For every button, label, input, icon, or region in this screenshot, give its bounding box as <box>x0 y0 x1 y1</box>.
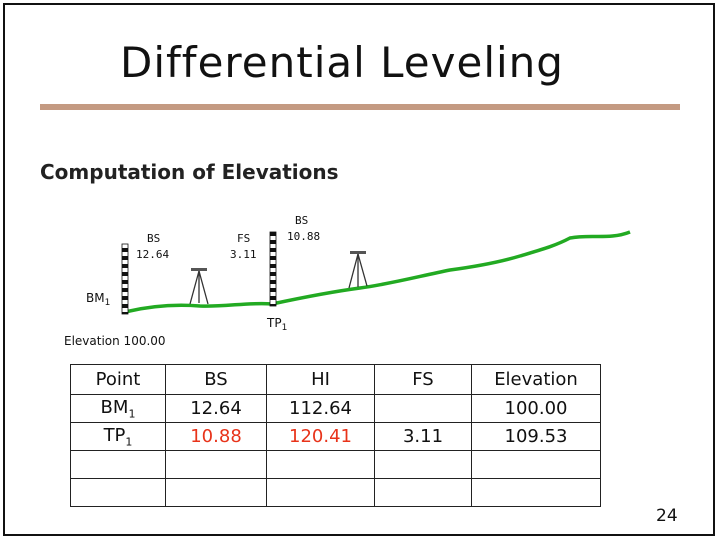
bs2-label: BS <box>295 214 308 227</box>
table-header-row: Point BS HI FS Elevation <box>70 364 601 395</box>
table-row: BM1 12.64 112.64 100.00 <box>70 394 601 423</box>
cell-bs <box>165 450 267 479</box>
bm-label: BM1 <box>86 291 110 308</box>
cell-hi: 112.64 <box>266 394 375 423</box>
cell-point <box>70 450 166 479</box>
cell-fs <box>374 450 472 479</box>
cell-hi <box>266 478 375 507</box>
cell-point: TP1 <box>70 422 166 451</box>
cell-hi <box>266 450 375 479</box>
table-row: TP1 10.88 120.41 3.11 109.53 <box>70 422 601 451</box>
cell-point <box>70 478 166 507</box>
cell-bs: 10.88 <box>165 422 267 451</box>
tp-label: TP1 <box>266 316 287 333</box>
title-underline <box>40 104 680 110</box>
cell-fs <box>374 394 472 423</box>
bs1-value: 12.64 <box>136 248 169 261</box>
cell-elevation <box>471 478 601 507</box>
rod-tp1 <box>269 231 277 307</box>
slide-title: Differential Leveling <box>120 38 564 87</box>
header-point: Point <box>70 364 166 395</box>
cell-elevation <box>471 450 601 479</box>
cell-bs <box>165 478 267 507</box>
header-hi: HI <box>266 364 375 395</box>
cell-elevation: 109.53 <box>471 422 601 451</box>
fs1-value: 3.11 <box>230 248 257 261</box>
table-row <box>70 450 601 479</box>
bs1-label: BS <box>147 232 160 245</box>
level-instrument-1 <box>189 268 209 305</box>
header-bs: BS <box>165 364 267 395</box>
rod-bm1 <box>121 243 129 315</box>
table-row <box>70 478 601 507</box>
page-number: 24 <box>656 506 678 526</box>
elevation-label: Elevation 100.00 <box>64 334 166 348</box>
cell-point: BM1 <box>70 394 166 423</box>
bs2-value: 10.88 <box>287 230 320 243</box>
cell-fs: 3.11 <box>374 422 472 451</box>
level-instrument-2 <box>348 251 368 289</box>
cell-fs <box>374 478 472 507</box>
header-elevation: Elevation <box>471 364 601 395</box>
ground-line <box>124 230 631 314</box>
header-fs: FS <box>374 364 472 395</box>
cell-bs: 12.64 <box>165 394 267 423</box>
section-subtitle: Computation of Elevations <box>40 160 339 184</box>
cell-hi: 120.41 <box>266 422 375 451</box>
fs1-label: FS <box>237 232 250 245</box>
elevation-table: Point BS HI FS Elevation BM1 12.64 112.6… <box>70 364 601 507</box>
cell-elevation: 100.00 <box>471 394 601 423</box>
